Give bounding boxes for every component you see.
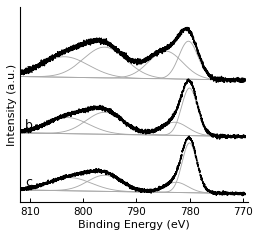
Text: b: b bbox=[25, 119, 33, 132]
Text: a: a bbox=[25, 63, 33, 76]
Text: c: c bbox=[25, 176, 32, 189]
Y-axis label: Intensity (a.u.): Intensity (a.u.) bbox=[7, 64, 17, 146]
X-axis label: Binding Energy (eV): Binding Energy (eV) bbox=[78, 220, 190, 230]
